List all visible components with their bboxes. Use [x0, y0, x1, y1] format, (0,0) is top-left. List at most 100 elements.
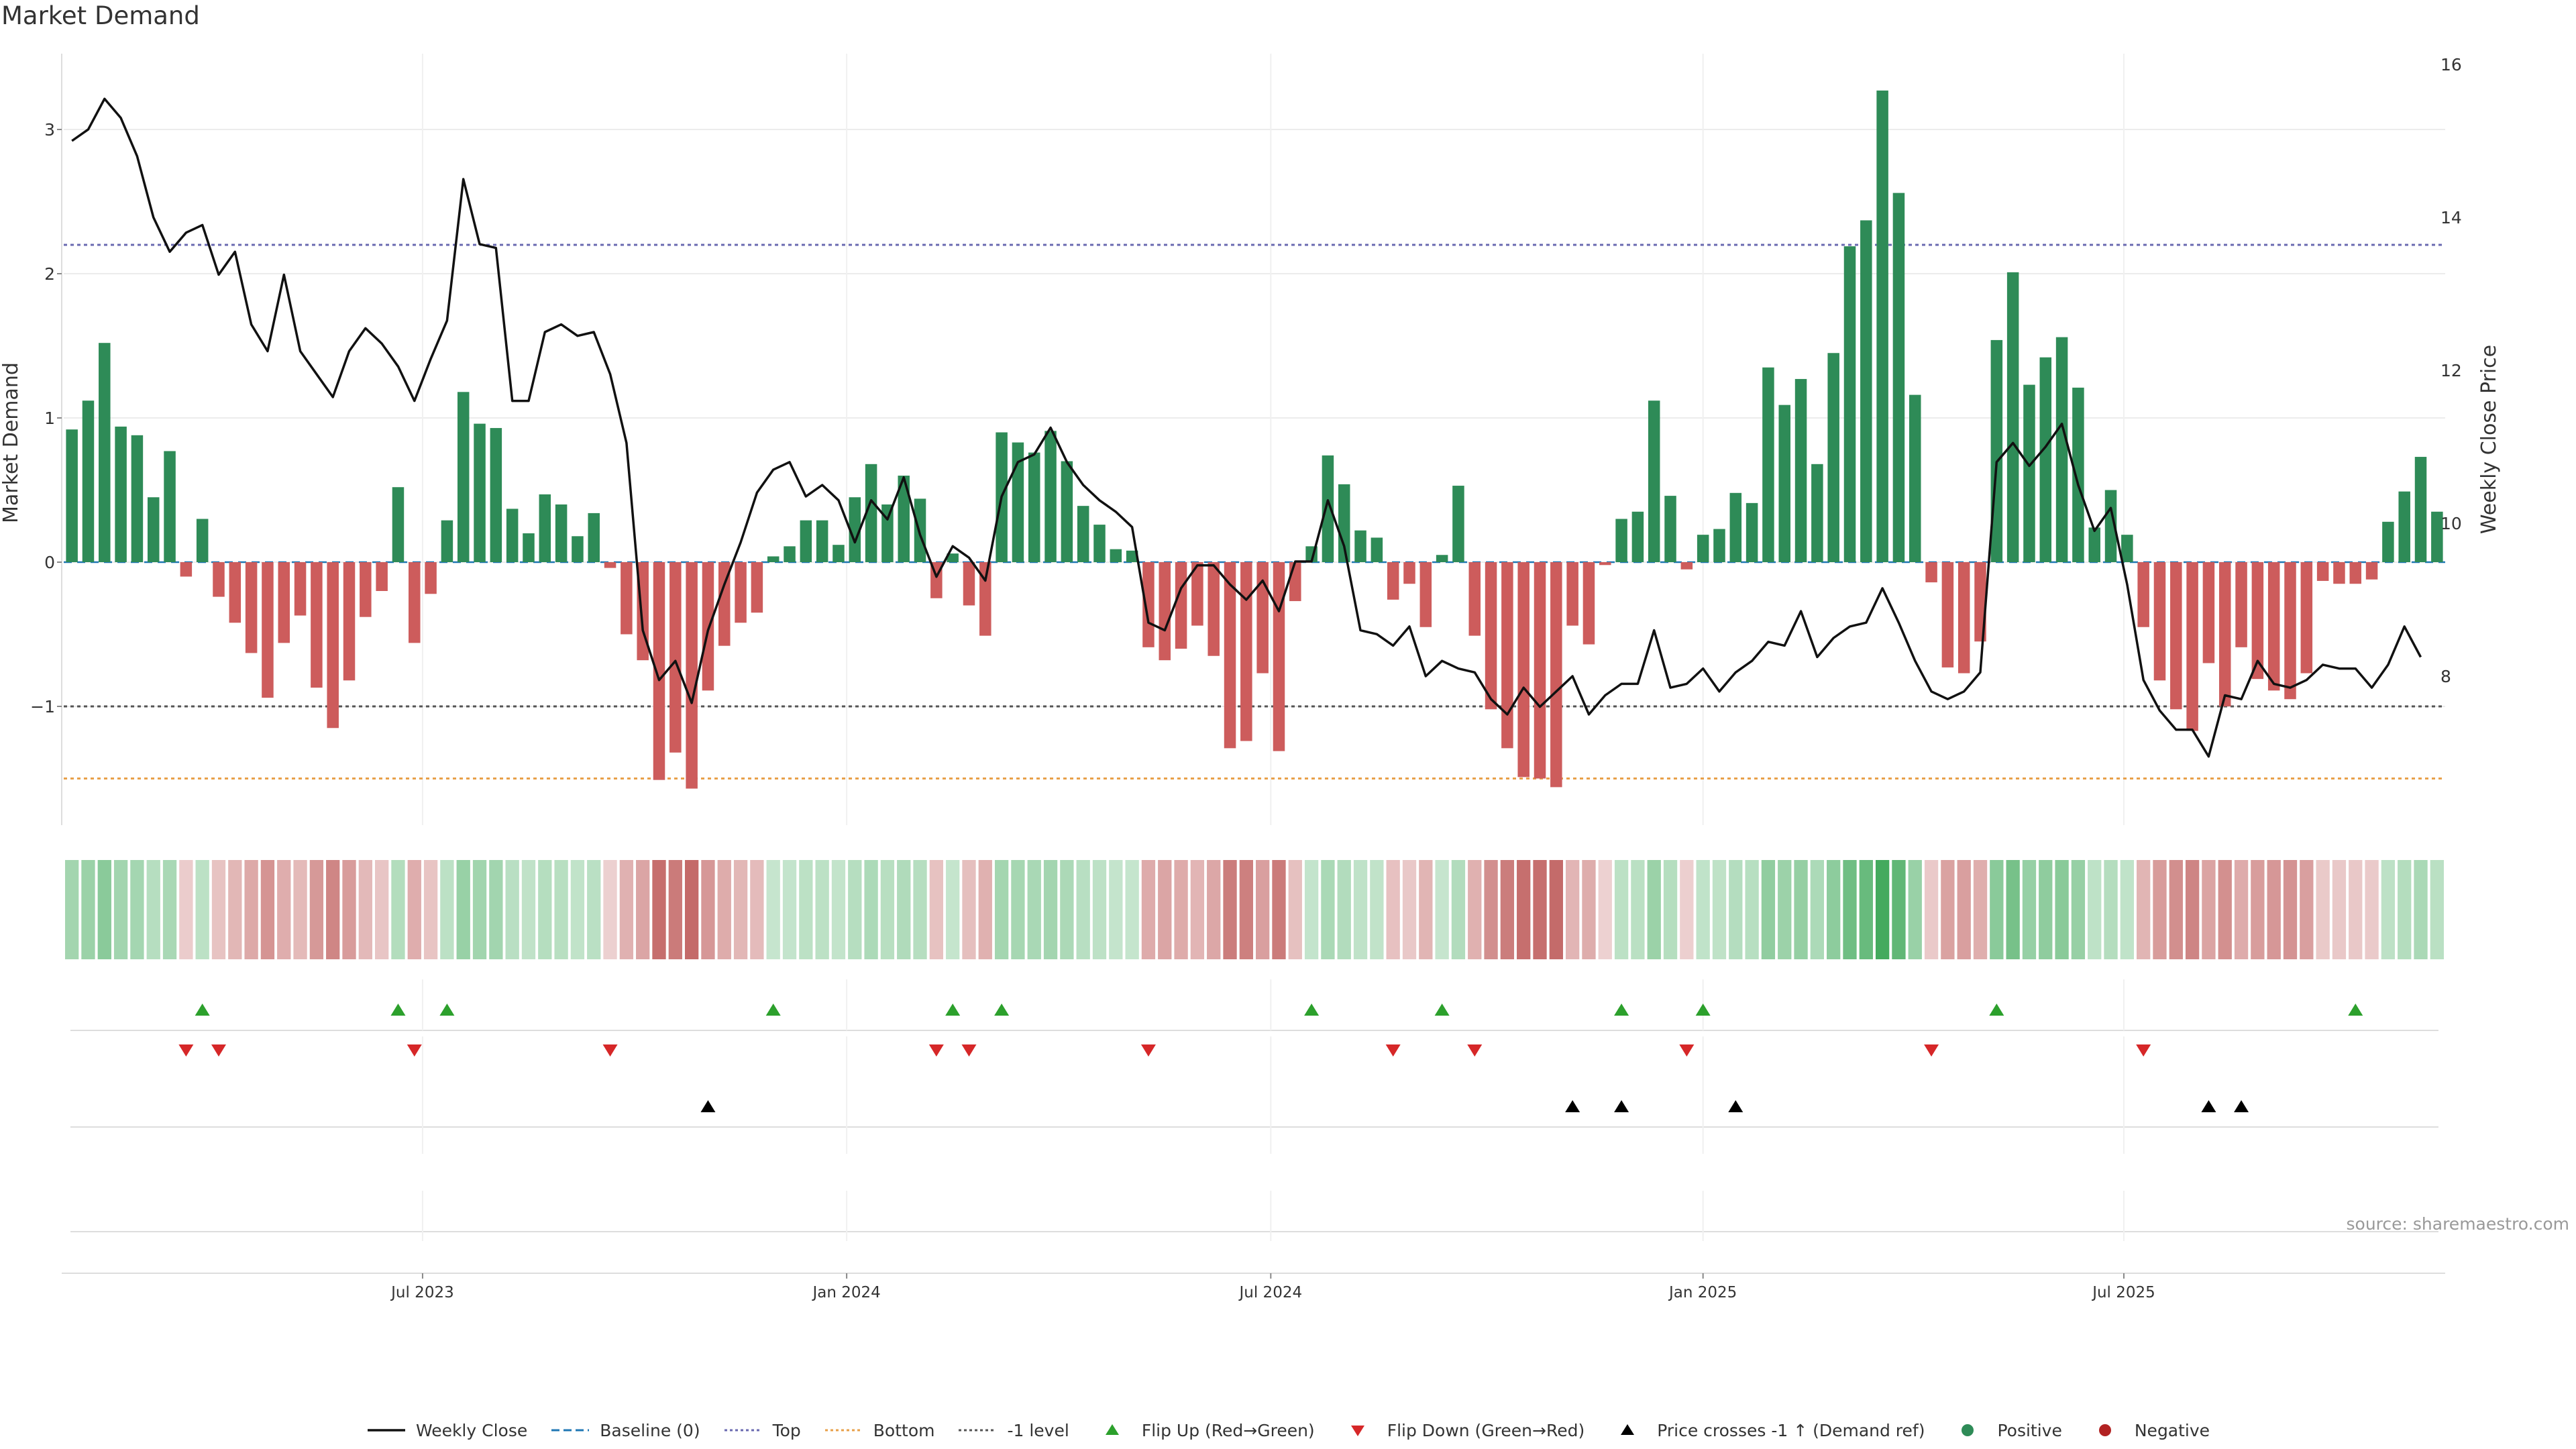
flip-up-marker	[945, 1004, 961, 1016]
heat-cell	[2251, 860, 2265, 959]
legend-item: -1 level	[957, 1421, 1069, 1440]
flip-down-marker	[1467, 1044, 1483, 1057]
demand-bar	[1012, 442, 1024, 562]
source-note: source: sharemaestro.com	[2346, 1214, 2570, 1234]
demand-bar	[180, 562, 193, 577]
heat-cell	[782, 860, 797, 959]
price-cross-marker	[1728, 1100, 1743, 1112]
heat-cell	[1109, 860, 1123, 959]
demand-bar	[441, 520, 453, 562]
y2-tick-label: 14	[2440, 208, 2462, 227]
heat-cell	[374, 860, 389, 959]
y-tick-label: 0	[44, 553, 55, 572]
heat-cell	[1500, 860, 1515, 959]
demand-bar	[1794, 378, 1807, 562]
demand-bar	[2023, 384, 2035, 562]
demand-bar	[343, 562, 356, 681]
demand-bar	[1077, 506, 1089, 562]
demand-bar	[1371, 537, 1383, 562]
x-axis: Jul 2023 Jan 2024 Jul 2024 Jan 2025 Jul 2025	[62, 1273, 2445, 1301]
demand-bar	[2137, 562, 2149, 627]
demand-bar	[833, 545, 845, 562]
price-cross-marker	[2234, 1100, 2249, 1112]
x-tick-label: Jan 2024	[811, 1284, 880, 1301]
legend-swatch	[1962, 1424, 1974, 1436]
demand-bar	[1289, 562, 1301, 602]
demand-bar	[1566, 562, 1578, 626]
heat-cell	[1859, 860, 1873, 959]
demand-bar	[1615, 519, 1627, 562]
price-cross-marker	[700, 1100, 716, 1112]
demand-bar	[164, 451, 176, 562]
demand-bar	[523, 533, 535, 562]
heat-cell	[1663, 860, 1678, 959]
demand-bar	[881, 504, 894, 562]
heat-cell	[1207, 860, 1221, 959]
heat-cell	[1435, 860, 1449, 959]
heat-cell	[2088, 860, 2102, 959]
demand-bar	[2170, 562, 2182, 710]
heat-cell	[1533, 860, 1547, 959]
heat-cell	[130, 860, 144, 959]
demand-bar	[1746, 502, 1758, 562]
heat-cell	[2430, 860, 2444, 959]
heat-cell	[456, 860, 470, 959]
heat-cell	[1924, 860, 1939, 959]
heat-cell	[2006, 860, 2020, 959]
heat-cell	[636, 860, 650, 959]
heat-cell	[2055, 860, 2069, 959]
demand-bar	[131, 435, 144, 562]
heat-cell	[2283, 860, 2298, 959]
demand-bar	[2153, 562, 2166, 681]
demand-bar	[2055, 337, 2068, 562]
demand-bar	[2218, 562, 2231, 706]
legend-swatch	[1621, 1424, 1635, 1435]
heat-cell	[1011, 860, 1025, 959]
x-tick-label: Jul 2024	[1238, 1284, 1303, 1301]
demand-bar	[1664, 496, 1676, 562]
flip-up-marker	[1434, 1004, 1450, 1016]
flip-up-marker	[439, 1004, 455, 1016]
demand-bar	[653, 562, 665, 780]
demand-bar	[2382, 521, 2394, 562]
demand-bar	[1191, 562, 1203, 626]
heat-cell	[326, 860, 340, 959]
demand-bar	[1729, 492, 1742, 562]
demand-bar	[1322, 455, 1334, 562]
y2-tick-label: 16	[2440, 55, 2462, 74]
demand-bar	[2121, 535, 2133, 562]
heat-cell	[1549, 860, 1563, 959]
heat-cell	[815, 860, 829, 959]
heat-cell	[1190, 860, 1205, 959]
demand-bar	[1208, 562, 1220, 656]
heat-cell	[1892, 860, 1906, 959]
demand-bar	[572, 536, 584, 562]
flip-down-marker	[1140, 1044, 1156, 1057]
heat-cell	[2218, 860, 2232, 959]
demand-bar	[1957, 562, 1970, 674]
demand-bar	[213, 562, 225, 597]
heat-cell	[260, 860, 275, 959]
heat-cell	[831, 860, 846, 959]
demand-bar	[1468, 562, 1481, 636]
demand-bar	[1778, 405, 1790, 562]
heat-cell	[994, 860, 1009, 959]
heat-cell	[1386, 860, 1400, 959]
demand-bar	[1680, 562, 1693, 570]
heat-cell	[1174, 860, 1188, 959]
demand-bar	[66, 429, 78, 562]
heat-cell	[1598, 860, 1612, 959]
price-cross-marker	[2201, 1100, 2216, 1112]
heat-cell	[733, 860, 748, 959]
demand-bar	[409, 562, 421, 643]
demand-bar	[2365, 562, 2378, 580]
heat-cell	[1778, 860, 1792, 959]
demand-bar	[196, 519, 209, 562]
heat-cell	[1256, 860, 1270, 959]
heat-cell	[2267, 860, 2281, 959]
demand-bar	[1387, 562, 1399, 600]
legend-label: Flip Down (Green→Red)	[1387, 1420, 1585, 1440]
heat-cell	[358, 860, 372, 959]
y-tick-label: 2	[44, 264, 55, 284]
